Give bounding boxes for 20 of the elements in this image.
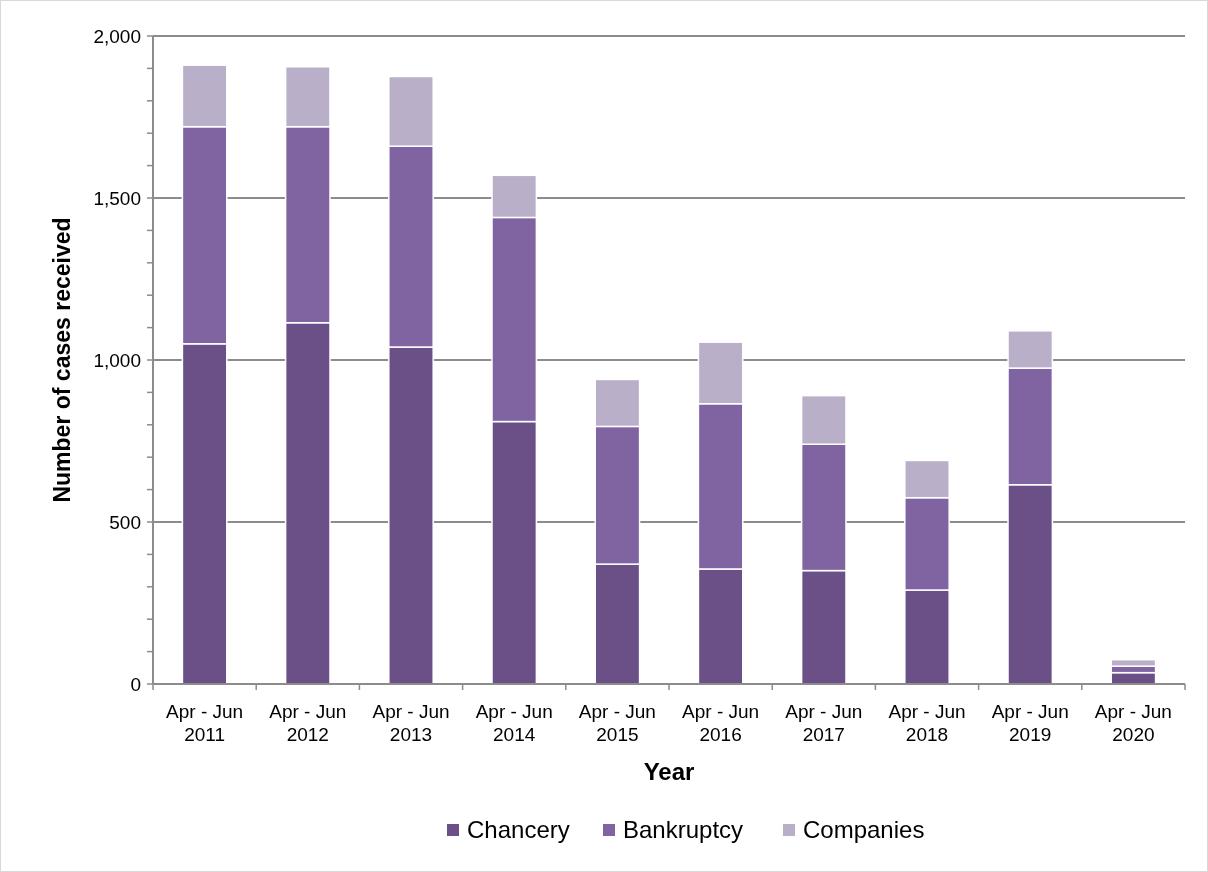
legend-label: Companies [803, 816, 925, 844]
x-tick-label: Apr - Jun 2014 [475, 701, 553, 745]
x-tick-label: Apr - Jun 2019 [991, 701, 1069, 745]
x-tick-label: Apr - Jun 2011 [166, 701, 244, 745]
x-axis-title: Year [643, 758, 695, 785]
y-tick-label: 500 [109, 511, 141, 533]
x-tick-label: Apr - Jun 2013 [372, 701, 450, 745]
x-tick-label: Apr - Jun 2018 [888, 701, 966, 745]
x-tick-label: Apr - Jun 2017 [785, 701, 863, 745]
legend-label: Chancery [467, 816, 570, 844]
y-tick-label: 1,500 [93, 187, 141, 209]
x-tick-label: Apr - Jun 2016 [682, 701, 760, 745]
y-tick-label: 2,000 [93, 25, 141, 47]
y-tick-label: 1,000 [93, 349, 141, 371]
x-tick-label: Apr - Jun 2012 [269, 701, 347, 745]
y-axis-title: Number of cases received [49, 217, 75, 503]
x-tick-label: Apr - Jun 2020 [1094, 701, 1172, 745]
x-tick-label: Apr - Jun 2015 [578, 701, 656, 745]
y-tick-label: 0 [130, 673, 141, 695]
legend-label: Bankruptcy [623, 816, 744, 844]
